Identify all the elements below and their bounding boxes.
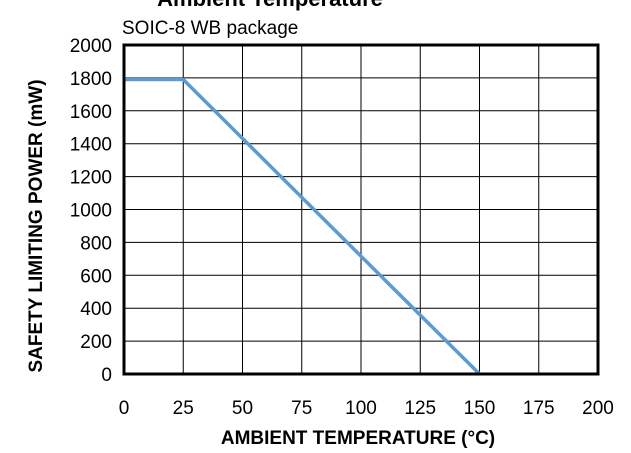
- y-tick-label: 600: [80, 266, 112, 287]
- chart-subtitle: SOIC-8 WB package: [122, 18, 298, 39]
- y-tick-label: 400: [80, 299, 112, 320]
- y-tick-label: 1400: [70, 135, 112, 156]
- y-tick-label: 1200: [70, 168, 112, 189]
- x-axis-tick-labels: 0 25 50 75 100 125 150 175 200: [119, 398, 614, 419]
- x-tick-label: 175: [523, 398, 555, 419]
- x-tick-label: 25: [173, 398, 194, 419]
- y-tick-label: 200: [80, 332, 112, 353]
- x-axis-title: AMBIENT TEMPERATURE (°C): [221, 428, 495, 449]
- plot-area-frame: [122, 43, 600, 376]
- series-layer: [124, 77, 481, 376]
- x-tick-label: 0: [119, 398, 130, 419]
- x-tick-label: 50: [232, 398, 253, 419]
- y-tick-label: 1600: [70, 102, 112, 123]
- gridlines: [123, 44, 599, 375]
- x-tick-label: 100: [345, 398, 377, 419]
- y-tick-label: 1800: [70, 69, 112, 90]
- y-axis-title: SAFETY LIMITING POWER (mW): [26, 79, 47, 372]
- x-tick-label: 75: [291, 398, 312, 419]
- series-line: [124, 77, 481, 376]
- chart-title: Ambient Temperature: [157, 0, 383, 11]
- y-tick-label: 2000: [70, 36, 112, 57]
- y-axis-tick-labels: 0 200 400 600 800 1000 1200 1400 1600 1800 2000: [70, 36, 112, 386]
- x-tick-label: 150: [464, 398, 496, 419]
- x-tick-label: 125: [404, 398, 436, 419]
- y-tick-label: 800: [80, 233, 112, 254]
- y-tick-label: 0: [101, 365, 112, 386]
- x-tick-label: 200: [582, 398, 614, 419]
- y-tick-label: 1000: [70, 201, 112, 222]
